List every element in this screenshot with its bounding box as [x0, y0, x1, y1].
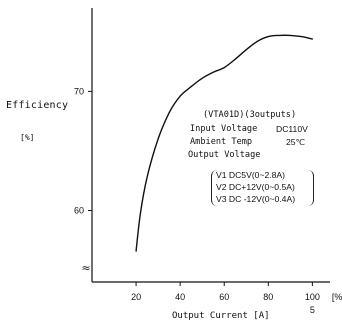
- x-tick-label: 40: [175, 292, 185, 302]
- x-axis-label: Output Current: [172, 311, 248, 321]
- x-axis-unit: [A]: [253, 311, 270, 321]
- ambient-temp-value: 25℃: [286, 137, 306, 147]
- efficiency-curve-0: [135, 34, 314, 252]
- axis-break-mark: ≈: [81, 261, 90, 274]
- x-secondary-label: 5: [310, 305, 315, 315]
- x-tick-label: 80: [263, 292, 273, 302]
- output-v1: V1 DC5V(0~2.8A): [216, 170, 286, 180]
- axes: [88, 8, 330, 286]
- curve-layer: [135, 34, 314, 252]
- y-axis-unit: [%]: [20, 133, 35, 142]
- x-tick-label: 20: [131, 292, 141, 302]
- output-v3: V3 DC -12V(0~0.4A): [216, 194, 296, 204]
- input-voltage-label: Input Voltage: [190, 124, 258, 134]
- y-tick-label: 70: [74, 86, 84, 96]
- x-axis-label-wrap: Output Current [A]: [172, 311, 270, 321]
- y-axis-label: Efficiency: [6, 100, 69, 111]
- model-label: (VTA01D)(3outputs): [203, 110, 297, 120]
- x-tick-label: 100: [305, 292, 320, 302]
- input-voltage-value: DC110V: [276, 124, 308, 134]
- tick-labels: 60 70 20 40 60 80 100 [%] 5 ≈: [74, 86, 342, 315]
- x-tick-label: 60: [219, 292, 229, 302]
- y-tick-label: 60: [74, 206, 84, 216]
- output-voltage-label: Output Voltage: [188, 150, 261, 160]
- x-unit-tick: [%]: [332, 292, 342, 302]
- output-specs-bracket: [211, 170, 314, 206]
- output-v2: V2 DC+12V(0~0.5A): [216, 182, 295, 192]
- ambient-temp-label: Ambient Temp: [190, 137, 253, 147]
